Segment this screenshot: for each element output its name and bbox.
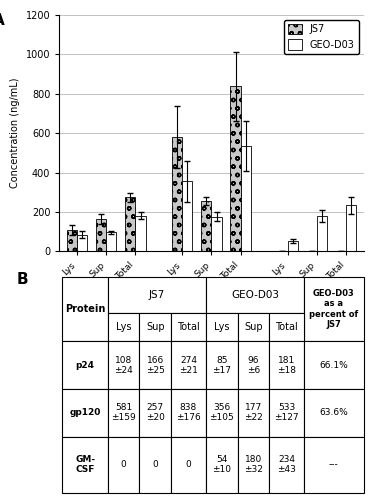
Text: GM-CSF: GM-CSF [294, 304, 339, 314]
Text: 0: 0 [152, 460, 158, 469]
Text: Total: Total [177, 322, 200, 332]
Text: 177
±22: 177 ±22 [244, 403, 263, 422]
Bar [67, 230, 77, 252]
Text: 0: 0 [186, 460, 191, 469]
Text: 85
±17: 85 ±17 [212, 356, 231, 375]
Text: Sup: Sup [146, 322, 164, 332]
Bar [269, 314, 304, 342]
Bar [171, 436, 206, 492]
Text: p24: p24 [95, 304, 117, 314]
Bar [201, 201, 211, 252]
Bar [171, 342, 206, 389]
Text: 54
±10: 54 ±10 [212, 455, 231, 474]
Text: 0: 0 [121, 460, 127, 469]
Bar [304, 276, 364, 342]
Bar [304, 389, 364, 436]
Text: 66.1%: 66.1% [319, 360, 348, 370]
Bar [96, 218, 106, 252]
Text: 581
±159: 581 ±159 [111, 403, 136, 422]
Bar [171, 314, 206, 342]
Bar [62, 389, 108, 436]
Text: A: A [0, 12, 4, 28]
Bar [206, 276, 304, 314]
Text: gp120: gp120 [193, 304, 230, 314]
Text: 234
±43: 234 ±43 [277, 455, 296, 474]
Text: 533
±127: 533 ±127 [274, 403, 299, 422]
Bar [62, 342, 108, 389]
Text: Protein: Protein [65, 304, 105, 314]
Bar [172, 137, 182, 252]
Text: 180
±32: 180 ±32 [244, 455, 263, 474]
Bar [317, 216, 327, 252]
Bar [108, 436, 139, 492]
Bar [211, 216, 222, 252]
Bar [269, 389, 304, 436]
Legend: JS7, GEO-D03: JS7, GEO-D03 [284, 20, 359, 54]
Text: 63.6%: 63.6% [319, 408, 348, 418]
Bar [346, 206, 356, 252]
Text: 96
±6: 96 ±6 [247, 356, 260, 375]
Bar [135, 216, 146, 252]
Text: JS7: JS7 [149, 290, 165, 300]
Text: 838
±176: 838 ±176 [176, 403, 201, 422]
Bar [171, 389, 206, 436]
Bar [206, 342, 237, 389]
Text: GM-
CSF: GM- CSF [75, 455, 95, 474]
Bar [241, 146, 251, 252]
Text: 257
±20: 257 ±20 [146, 403, 165, 422]
Text: 274
±21: 274 ±21 [179, 356, 198, 375]
Bar [237, 436, 269, 492]
Bar [269, 436, 304, 492]
Text: 166
±25: 166 ±25 [146, 356, 165, 375]
Bar [237, 342, 269, 389]
Text: p24: p24 [76, 360, 95, 370]
Text: gp120: gp120 [69, 408, 101, 418]
Bar [206, 436, 237, 492]
Bar [230, 86, 241, 252]
Bar [237, 389, 269, 436]
Bar [77, 234, 87, 252]
Bar [269, 342, 304, 389]
Text: GEO-D03: GEO-D03 [231, 290, 279, 300]
Y-axis label: Concentration (ng/mL): Concentration (ng/mL) [10, 78, 20, 188]
Text: Total: Total [275, 322, 298, 332]
Text: 108
±24: 108 ±24 [114, 356, 133, 375]
Bar [108, 389, 139, 436]
Text: Lys: Lys [214, 322, 230, 332]
Bar [304, 342, 364, 389]
Text: Sup: Sup [244, 322, 263, 332]
Text: 356
±105: 356 ±105 [209, 403, 234, 422]
Bar [237, 314, 269, 342]
Bar [108, 276, 206, 314]
Text: Lys: Lys [116, 322, 131, 332]
Text: 181
±18: 181 ±18 [277, 356, 296, 375]
Bar [139, 342, 171, 389]
Bar [288, 241, 298, 252]
Bar [125, 198, 135, 252]
Bar [108, 314, 139, 342]
Text: ---: --- [329, 460, 339, 469]
Bar [108, 342, 139, 389]
Bar [182, 182, 193, 252]
Bar [62, 276, 108, 342]
Bar [62, 436, 108, 492]
Bar [139, 314, 171, 342]
Bar [206, 314, 237, 342]
Bar [139, 389, 171, 436]
Bar [139, 436, 171, 492]
Bar [304, 436, 364, 492]
Bar [206, 389, 237, 436]
Text: B: B [17, 272, 29, 287]
Bar [106, 232, 116, 252]
Text: GEO-D03
as a
percent of
JS7: GEO-D03 as a percent of JS7 [309, 289, 358, 329]
